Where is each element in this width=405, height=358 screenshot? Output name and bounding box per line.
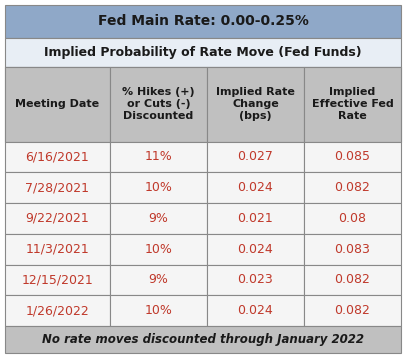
Bar	[110, 203, 207, 234]
Text: 11%: 11%	[144, 150, 172, 163]
Text: 12/15/2021: 12/15/2021	[21, 274, 93, 286]
Text: Implied
Effective Fed
Rate: Implied Effective Fed Rate	[311, 87, 392, 121]
Bar	[5, 265, 110, 295]
Text: 9/22/2021: 9/22/2021	[26, 212, 89, 225]
Text: 0.082: 0.082	[334, 304, 369, 317]
Bar	[207, 141, 303, 172]
Text: Implied Rate
Change
(bps): Implied Rate Change (bps)	[215, 87, 294, 121]
Bar	[5, 295, 110, 326]
Bar	[303, 141, 400, 172]
Text: 10%: 10%	[144, 243, 172, 256]
Text: Meeting Date: Meeting Date	[15, 99, 99, 109]
Text: 10%: 10%	[144, 304, 172, 317]
Text: No rate moves discounted through January 2022: No rate moves discounted through January…	[42, 333, 363, 346]
Text: 6/16/2021: 6/16/2021	[26, 150, 89, 163]
Bar	[207, 67, 303, 141]
Text: 0.021: 0.021	[237, 212, 273, 225]
Bar	[303, 265, 400, 295]
Text: 9%: 9%	[148, 212, 168, 225]
Bar	[5, 67, 110, 141]
Bar	[303, 67, 400, 141]
Text: 11/3/2021: 11/3/2021	[26, 243, 89, 256]
Text: 10%: 10%	[144, 181, 172, 194]
Text: 0.085: 0.085	[334, 150, 370, 163]
Text: Fed Main Rate: 0.00-0.25%: Fed Main Rate: 0.00-0.25%	[97, 14, 308, 28]
Bar	[110, 141, 207, 172]
Bar	[110, 172, 207, 203]
Bar	[207, 203, 303, 234]
Bar	[5, 172, 110, 203]
Bar	[5, 5, 400, 38]
Text: 0.024: 0.024	[237, 304, 273, 317]
Bar	[207, 295, 303, 326]
Bar	[110, 265, 207, 295]
Text: 0.024: 0.024	[237, 181, 273, 194]
Bar	[207, 265, 303, 295]
Text: 0.023: 0.023	[237, 274, 273, 286]
Text: Implied Probability of Rate Move (Fed Funds): Implied Probability of Rate Move (Fed Fu…	[44, 45, 361, 59]
Bar	[303, 234, 400, 265]
Bar	[5, 234, 110, 265]
Text: 0.082: 0.082	[334, 181, 369, 194]
Bar	[5, 203, 110, 234]
Bar	[110, 295, 207, 326]
Bar	[5, 67, 400, 141]
Bar	[110, 234, 207, 265]
Bar	[207, 172, 303, 203]
Text: 1/26/2022: 1/26/2022	[26, 304, 89, 317]
Bar	[207, 234, 303, 265]
Text: 0.083: 0.083	[334, 243, 369, 256]
Bar	[5, 326, 400, 353]
Bar	[5, 141, 110, 172]
Text: 0.024: 0.024	[237, 243, 273, 256]
Text: 7/28/2021: 7/28/2021	[26, 181, 89, 194]
Bar	[110, 67, 207, 141]
Text: 0.082: 0.082	[334, 274, 369, 286]
Text: 0.027: 0.027	[237, 150, 273, 163]
Text: % Hikes (+)
or Cuts (-)
Discounted: % Hikes (+) or Cuts (-) Discounted	[122, 87, 194, 121]
Text: 9%: 9%	[148, 274, 168, 286]
Text: 0.08: 0.08	[338, 212, 366, 225]
Bar	[303, 172, 400, 203]
Bar	[5, 38, 400, 67]
Bar	[303, 203, 400, 234]
Bar	[303, 295, 400, 326]
